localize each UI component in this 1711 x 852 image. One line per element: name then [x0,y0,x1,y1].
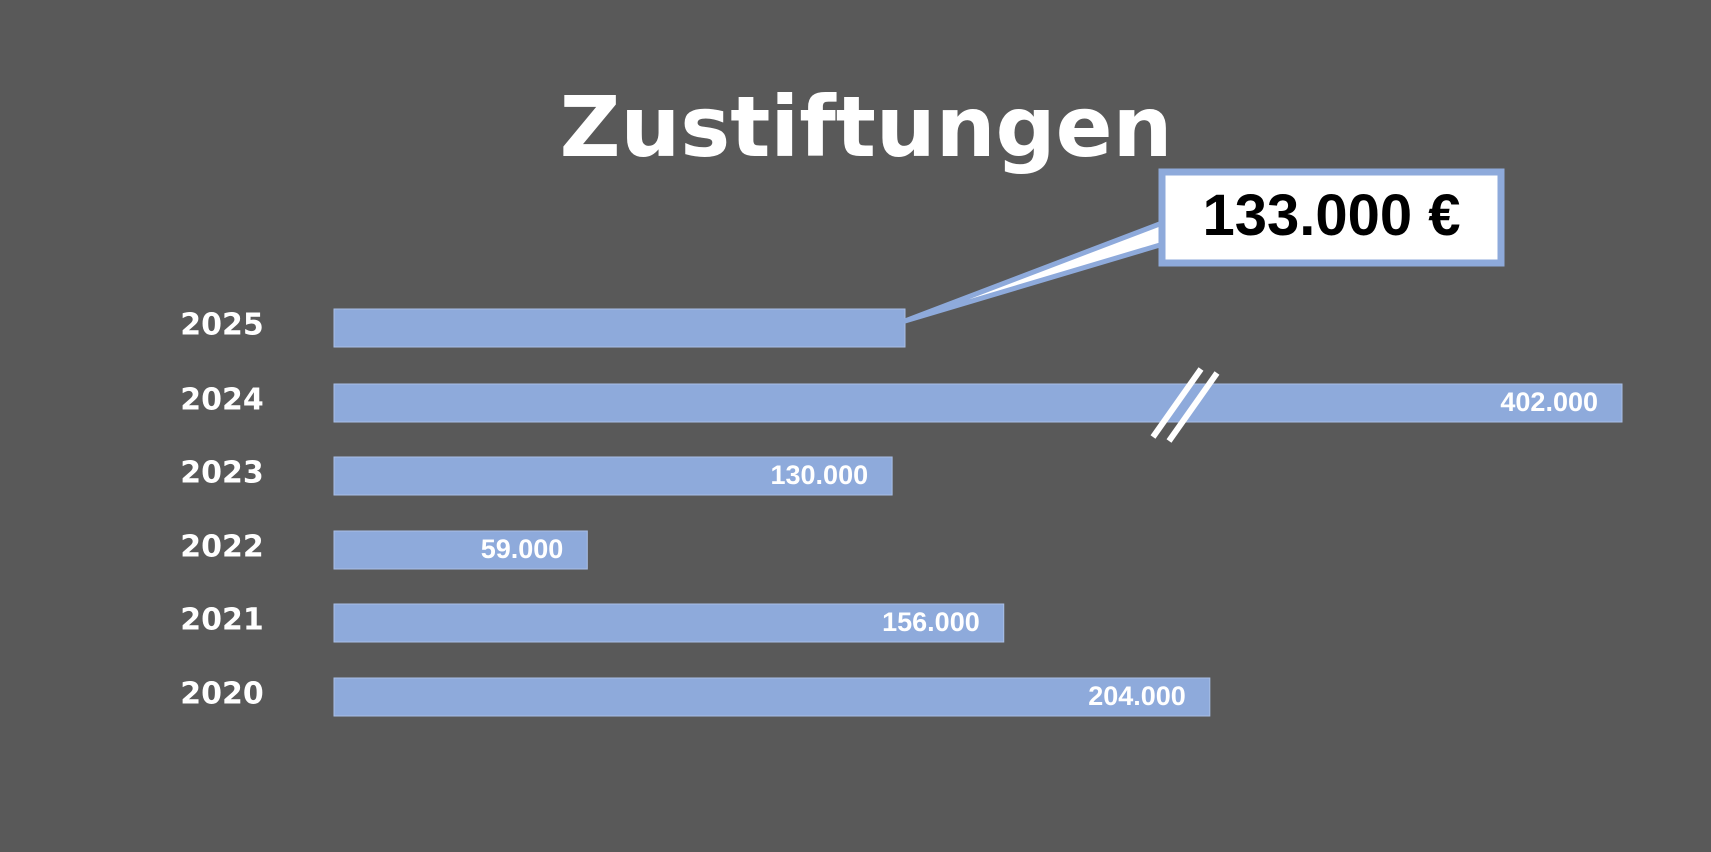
callout-pointer [902,217,1173,324]
year-label-2025: 2025 [180,308,264,343]
chart-title: Zustiftungen [560,78,1173,176]
value-label-2021: 156.000 [882,607,980,637]
bar-2024 [333,383,1623,423]
callout-value: 133.000 € [1202,183,1460,248]
year-label-2020: 2020 [180,677,264,712]
value-label-2023: 130.000 [771,460,869,490]
value-label-2022: 59.000 [481,534,564,564]
axis-break-mark [1150,367,1220,443]
labels-layer: 2025 2024 402.000 2023 130.000 2022 59.000 2021… [180,308,1598,712]
value-label-2020: 204.000 [1088,681,1186,711]
year-label-2021: 2021 [180,603,264,638]
bar-2020 [333,677,1211,717]
callout-box [1158,168,1505,267]
bar-2023 [333,456,893,496]
bar-2022 [333,530,588,570]
callout-layer: 133.000 € [902,168,1505,324]
value-label-2024: 402.000 [1500,387,1598,417]
bar-2021 [333,603,1005,643]
year-label-2024: 2024 [180,383,264,418]
bar-2025 [333,308,906,348]
year-label-2022: 2022 [180,530,264,565]
bars-layer [333,308,1623,717]
year-label-2023: 2023 [180,456,264,491]
